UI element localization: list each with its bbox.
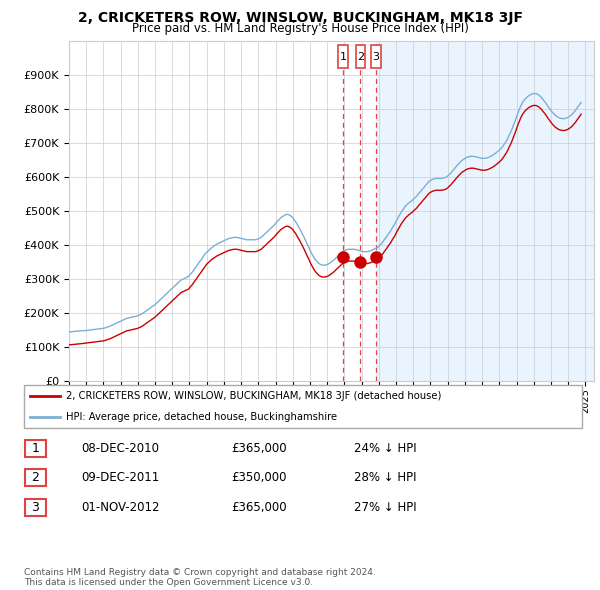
- FancyBboxPatch shape: [356, 45, 365, 68]
- Text: Price paid vs. HM Land Registry's House Price Index (HPI): Price paid vs. HM Land Registry's House …: [131, 22, 469, 35]
- Text: £365,000: £365,000: [231, 501, 287, 514]
- FancyBboxPatch shape: [371, 45, 381, 68]
- Text: 1: 1: [340, 51, 347, 61]
- Text: £365,000: £365,000: [231, 442, 287, 455]
- Text: 2: 2: [357, 51, 364, 61]
- Text: 3: 3: [31, 501, 40, 514]
- Text: 2: 2: [31, 471, 40, 484]
- FancyBboxPatch shape: [25, 499, 46, 516]
- FancyBboxPatch shape: [24, 385, 582, 428]
- FancyBboxPatch shape: [338, 45, 348, 68]
- Text: 1: 1: [31, 442, 40, 455]
- Text: 08-DEC-2010: 08-DEC-2010: [81, 442, 159, 455]
- Text: 01-NOV-2012: 01-NOV-2012: [81, 501, 160, 514]
- Bar: [376, 41, 594, 381]
- Text: 24% ↓ HPI: 24% ↓ HPI: [354, 442, 416, 455]
- Text: 09-DEC-2011: 09-DEC-2011: [81, 471, 159, 484]
- Text: HPI: Average price, detached house, Buckinghamshire: HPI: Average price, detached house, Buck…: [66, 412, 337, 422]
- Text: 2, CRICKETERS ROW, WINSLOW, BUCKINGHAM, MK18 3JF: 2, CRICKETERS ROW, WINSLOW, BUCKINGHAM, …: [77, 11, 523, 25]
- Text: 2, CRICKETERS ROW, WINSLOW, BUCKINGHAM, MK18 3JF (detached house): 2, CRICKETERS ROW, WINSLOW, BUCKINGHAM, …: [66, 391, 441, 401]
- Text: 27% ↓ HPI: 27% ↓ HPI: [354, 501, 416, 514]
- Text: 28% ↓ HPI: 28% ↓ HPI: [354, 471, 416, 484]
- Text: 3: 3: [373, 51, 379, 61]
- Text: Contains HM Land Registry data © Crown copyright and database right 2024.
This d: Contains HM Land Registry data © Crown c…: [24, 568, 376, 587]
- FancyBboxPatch shape: [25, 470, 46, 486]
- Text: £350,000: £350,000: [231, 471, 287, 484]
- FancyBboxPatch shape: [25, 440, 46, 457]
